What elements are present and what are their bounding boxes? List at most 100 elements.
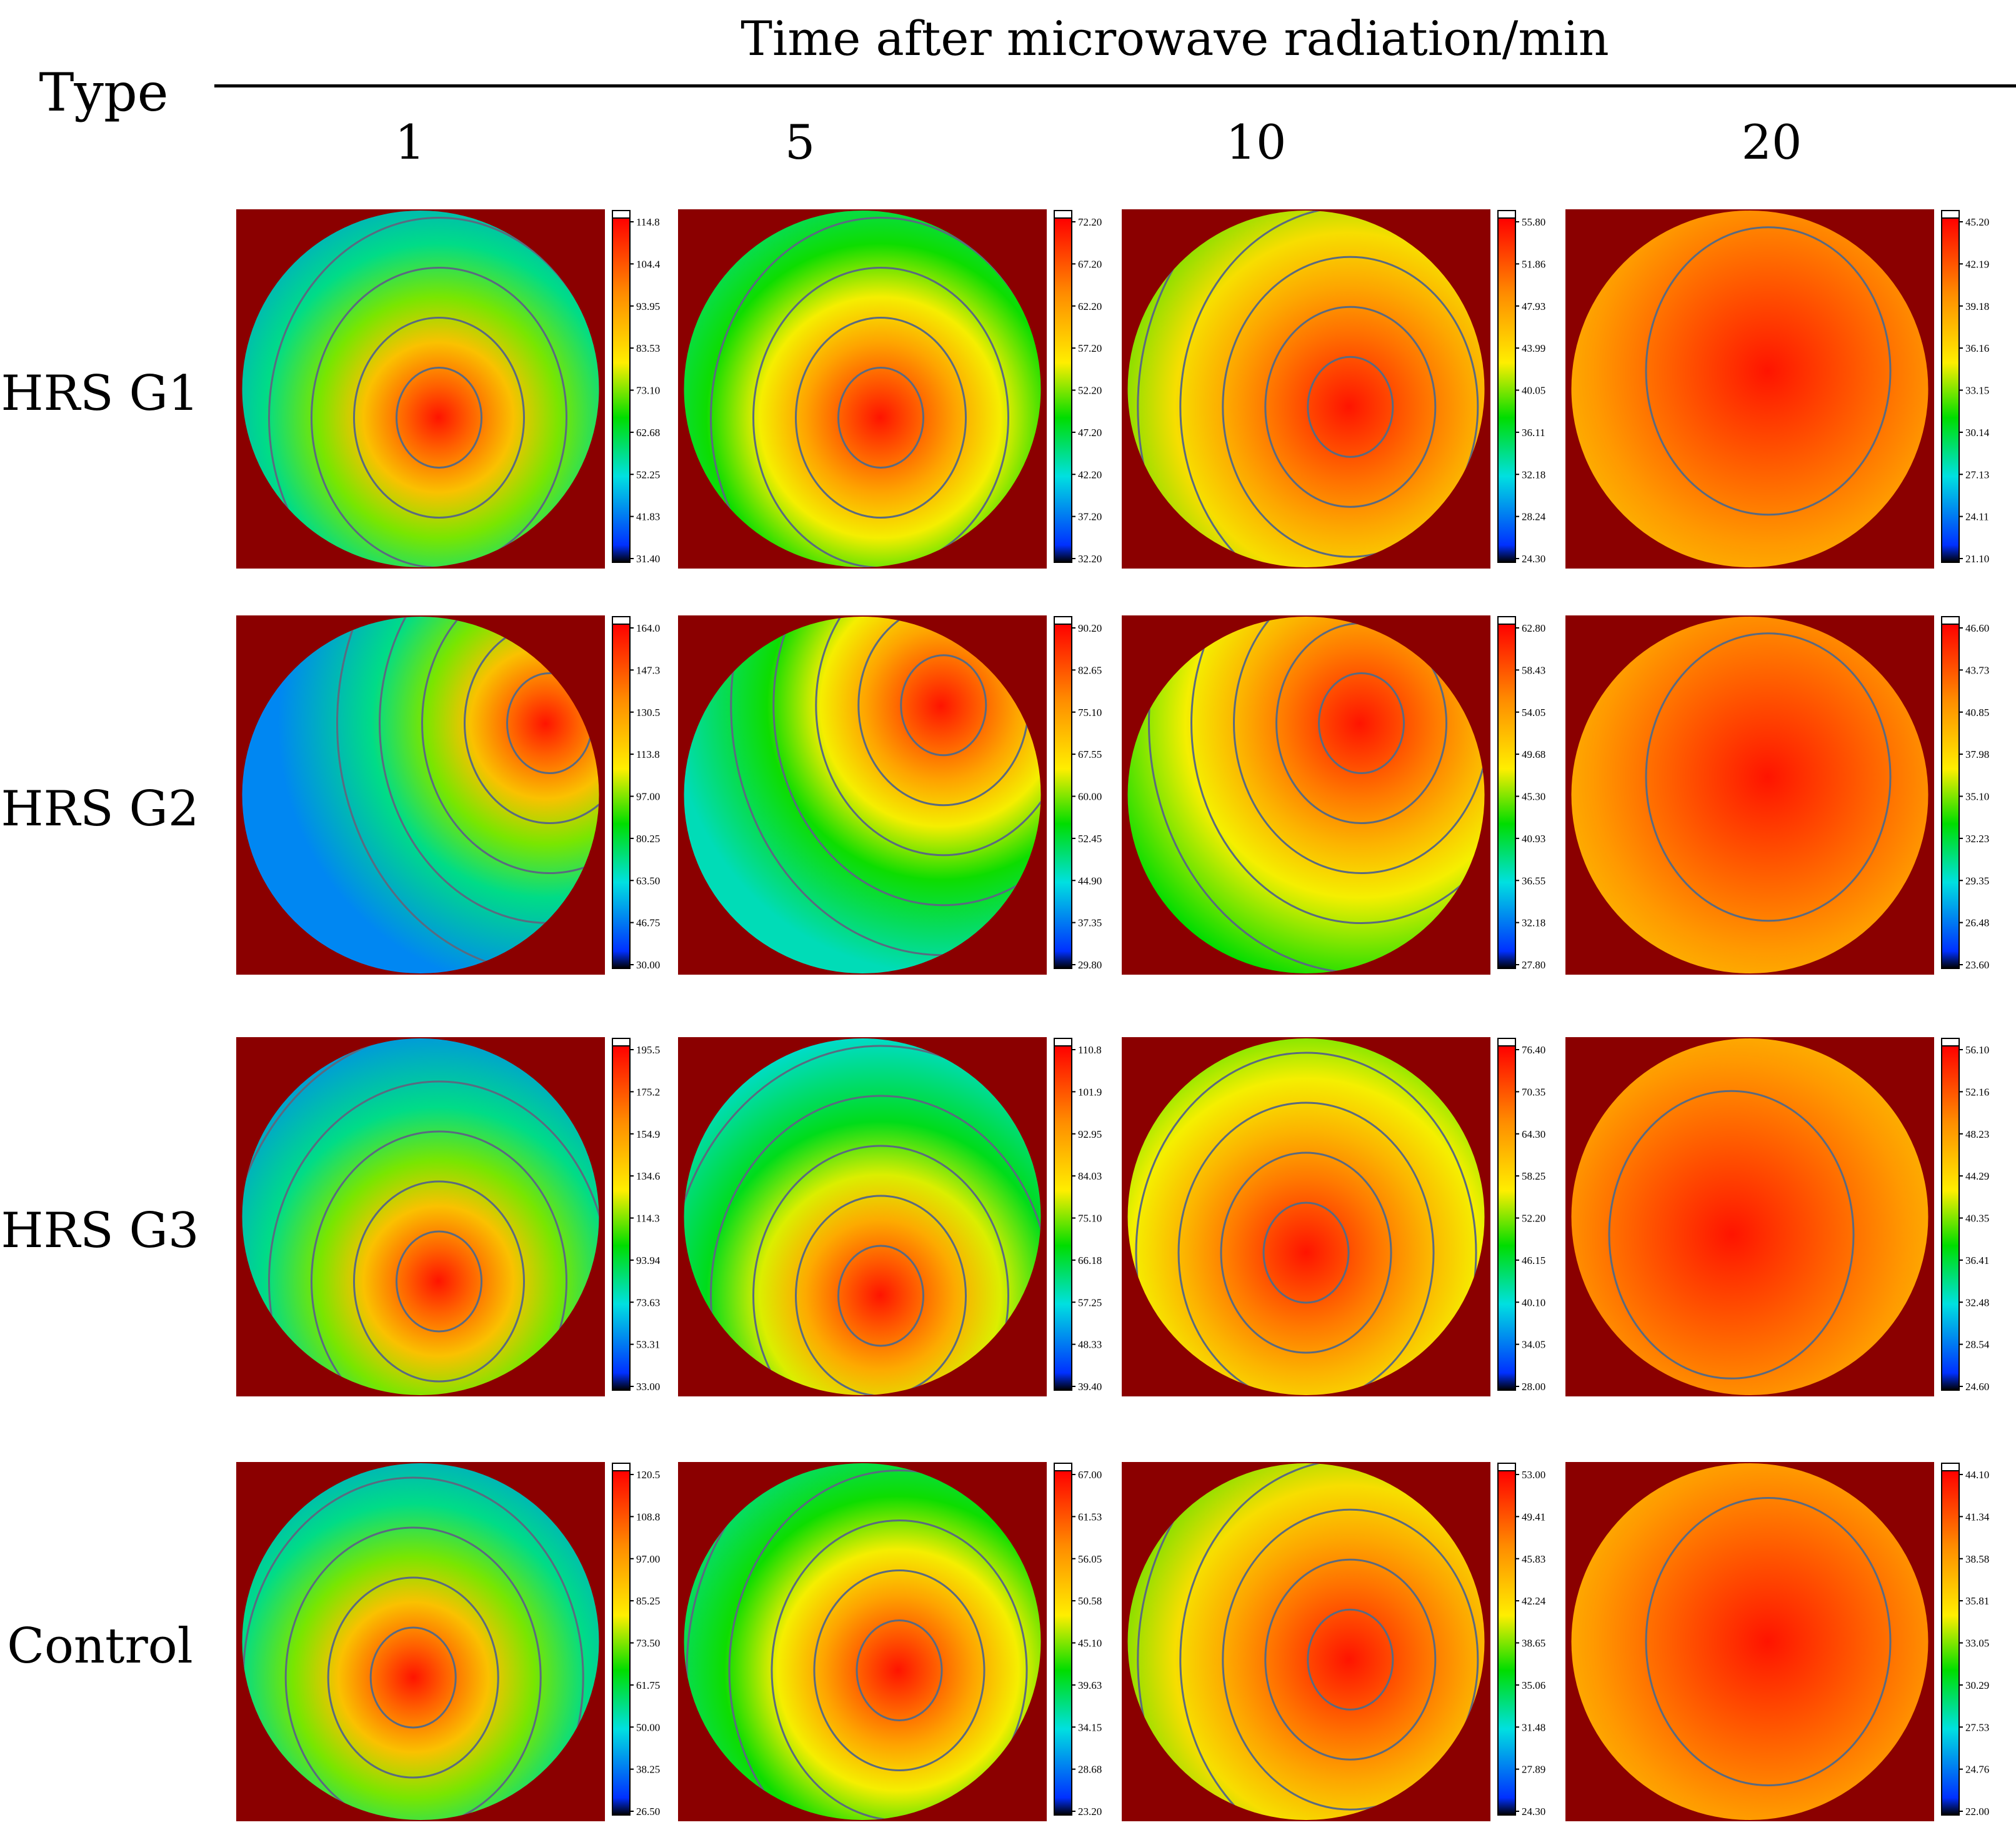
sample-disc — [242, 1038, 599, 1395]
thermal-map-3-0 — [236, 1462, 605, 1821]
scale-tick-label: 56.05 — [1078, 1553, 1102, 1565]
thermal-map-0-3 — [1565, 209, 1934, 569]
scale-tick-label: 38.58 — [1965, 1553, 1989, 1565]
color-scale-3-1: 67.00 61.53 56.05 50.58 45.10 39.63 34.15 28.68… — [1053, 1462, 1128, 1821]
scale-tick-label: 46.15 — [1522, 1255, 1545, 1266]
scale-tick-label: 73.50 — [636, 1638, 660, 1649]
contour-line — [1179, 211, 1485, 567]
scale-tick-label: 33.05 — [1965, 1638, 1989, 1649]
scale-tick-label: 44.10 — [1965, 1469, 1989, 1481]
scale-tick-label: 36.41 — [1965, 1255, 1989, 1266]
scale-tick-label: 72.20 — [1078, 216, 1102, 228]
contour-line — [710, 1095, 1041, 1395]
scale-tick-label: 28.54 — [1965, 1339, 1990, 1351]
scale-cap — [1497, 616, 1516, 625]
sample-disc — [1571, 1038, 1929, 1395]
scale-tick-label: 34.15 — [1078, 1721, 1102, 1733]
contour-line — [353, 1180, 525, 1383]
thermal-map-2-0 — [236, 1037, 605, 1396]
thermal-map-3-2 — [1122, 1462, 1490, 1821]
scale-gradient — [1941, 1470, 1960, 1816]
contour-line — [369, 1626, 457, 1729]
scale-tick-label: 31.48 — [1522, 1721, 1545, 1733]
scale-tick-label: 154.9 — [636, 1128, 660, 1140]
scale-tick-label: 50.00 — [636, 1721, 660, 1733]
contour-line — [1220, 1151, 1392, 1354]
contour-lines — [1137, 1463, 1485, 1820]
scale-tick-label: 24.76 — [1965, 1764, 1989, 1776]
scale-tick-label: 49.41 — [1522, 1511, 1545, 1523]
scale-tick-label: 33.00 — [636, 1381, 660, 1393]
scale-tick-label: 54.05 — [1522, 707, 1545, 719]
scale-gradient — [612, 624, 631, 969]
contour-line — [1262, 1201, 1350, 1304]
scale-tick-label: 93.95 — [636, 301, 660, 312]
scale-tick-label: 39.63 — [1078, 1679, 1102, 1691]
scale-tick-label: 53.00 — [1522, 1469, 1545, 1481]
scale-tick-label: 85.25 — [636, 1595, 660, 1607]
scale-tick-label: 40.93 — [1522, 833, 1545, 845]
contour-line — [1137, 211, 1485, 567]
scale-tick-label: 62.80 — [1522, 622, 1545, 634]
contour-lines — [686, 1463, 1041, 1820]
contour-line — [1645, 226, 1892, 516]
scale-gradient — [1941, 217, 1960, 563]
contour-line — [311, 1130, 567, 1395]
scale-tick-label: 48.33 — [1078, 1339, 1102, 1351]
scale-tick-label: 130.5 — [636, 707, 660, 719]
scale-cap — [1054, 1038, 1072, 1047]
scale-tick-label: 23.20 — [1078, 1806, 1102, 1818]
scale-tick-label: 147.3 — [636, 664, 660, 676]
scale-tick-label: 75.10 — [1078, 707, 1102, 719]
thermal-map-1-1 — [678, 615, 1047, 975]
contour-line — [1608, 1090, 1855, 1380]
sample-disc — [1127, 1038, 1485, 1395]
scale-tick-label: 52.20 — [1522, 1213, 1545, 1225]
scale-tick-label: 52.20 — [1078, 385, 1102, 397]
thermal-map-0-1 — [678, 209, 1047, 569]
thermal-map-0-2 — [1122, 209, 1490, 569]
contour-line — [752, 267, 1009, 567]
contour-lines — [242, 1038, 599, 1395]
contour-line — [1645, 632, 1892, 922]
scale-tick-label: 80.25 — [636, 833, 660, 845]
scale-cap — [1054, 616, 1072, 625]
scale-cap — [612, 616, 631, 625]
scale-gradient — [1941, 624, 1960, 969]
scale-tick-label: 45.20 — [1965, 216, 1989, 228]
sample-disc — [1571, 617, 1929, 973]
scale-tick-label: 57.25 — [1078, 1296, 1102, 1308]
scale-tick-label: 40.05 — [1522, 385, 1545, 397]
contour-line — [1307, 1608, 1394, 1711]
scale-tick-label: 36.11 — [1522, 427, 1545, 439]
scale-tick-label: 120.5 — [636, 1469, 660, 1481]
row-label-hrs-g3: HRS G3 — [1, 1203, 199, 1259]
contour-line — [813, 1569, 986, 1771]
scale-cap — [1941, 616, 1960, 625]
scale-tick-label: 44.90 — [1078, 875, 1102, 887]
contour-line — [900, 654, 987, 757]
sample-disc — [684, 1463, 1041, 1820]
contour-line — [268, 1080, 599, 1395]
scale-tick-label: 45.10 — [1078, 1638, 1102, 1649]
scale-tick-label: 57.20 — [1078, 342, 1102, 354]
contour-line — [327, 1576, 499, 1779]
scale-tick-label: 28.68 — [1078, 1764, 1102, 1776]
scale-tick-label: 30.14 — [1965, 427, 1990, 439]
scale-tick-label: 56.10 — [1965, 1044, 1989, 1056]
scale-gradient — [612, 1045, 631, 1391]
scale-cap — [612, 1463, 631, 1471]
scale-tick-label: 76.40 — [1522, 1044, 1545, 1056]
scale-tick-label: 110.8 — [1078, 1044, 1102, 1056]
contour-line — [795, 1195, 967, 1395]
scale-tick-label: 67.00 — [1078, 1469, 1102, 1481]
scale-cap — [1941, 1038, 1960, 1047]
scale-tick-label: 35.06 — [1522, 1679, 1545, 1691]
scale-tick-label: 24.60 — [1965, 1381, 1989, 1393]
sample-disc — [242, 211, 599, 567]
contour-line — [772, 617, 1041, 907]
scale-tick-label: 55.80 — [1522, 216, 1545, 228]
scale-tick-label: 32.48 — [1965, 1296, 1989, 1308]
contour-line — [1222, 256, 1479, 558]
thermal-map-1-3 — [1565, 615, 1934, 975]
